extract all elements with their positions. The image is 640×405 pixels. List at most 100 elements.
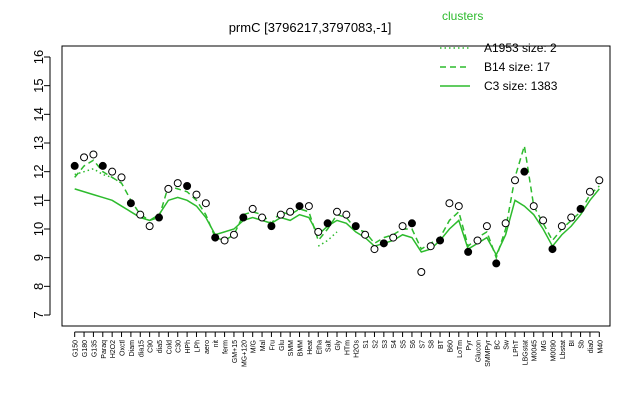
data-point — [445, 199, 454, 208]
x-tick-label: S8 — [429, 340, 436, 349]
x-tick-label: S1 — [363, 340, 370, 349]
data-point — [595, 176, 604, 185]
x-tick-label: G150 — [73, 340, 80, 357]
data-point — [258, 213, 267, 222]
x-tick-label: LPh — [194, 340, 201, 353]
x-tick-label: M/G — [251, 340, 258, 353]
data-point — [220, 236, 229, 245]
y-tick-label: 12 — [31, 164, 46, 178]
data-point — [295, 202, 304, 211]
data-point — [201, 199, 210, 208]
data-point — [304, 202, 313, 211]
x-tick-label: HTm — [344, 340, 351, 355]
x-tick-label: C30 — [176, 340, 183, 353]
data-point — [417, 268, 426, 276]
data-point — [98, 161, 107, 170]
data-point — [567, 213, 576, 222]
data-point — [379, 239, 388, 248]
data-point — [389, 233, 398, 242]
x-tick-label: SMMPyr — [485, 339, 492, 367]
x-tick-label: G180 — [82, 340, 89, 357]
x-tick-label: Diam — [129, 340, 136, 357]
data-point — [267, 222, 276, 231]
x-tick-label: HPh — [185, 340, 192, 354]
data-point — [473, 236, 482, 245]
x-tick-label: Cold — [166, 340, 173, 355]
data-point — [426, 242, 435, 251]
x-tick-label: LoTm — [457, 340, 464, 358]
data-point — [501, 219, 510, 228]
data-point — [398, 222, 407, 231]
x-tick-label: LBGstat — [522, 340, 529, 365]
data-point — [164, 184, 173, 193]
data-point — [511, 176, 519, 185]
data-point — [248, 204, 257, 213]
data-point — [126, 199, 135, 208]
x-tick-label: BC — [494, 340, 501, 350]
data-point — [482, 222, 491, 231]
x-tick-label: Mal — [260, 340, 267, 352]
x-tick-label: S5 — [401, 340, 408, 349]
y-tick-label: 9 — [31, 254, 46, 261]
data-point — [342, 210, 351, 219]
data-point — [557, 222, 566, 231]
legend-label: A1953 size: 2 — [484, 41, 557, 55]
data-point — [585, 187, 594, 196]
data-point — [117, 173, 126, 182]
x-tick-label: MG+120 — [241, 340, 248, 367]
x-tick-label: Gly — [335, 340, 342, 351]
legend-label: C3 size: 1383 — [484, 79, 558, 93]
x-tick-label: Glu — [279, 340, 286, 351]
data-point — [286, 207, 295, 216]
legend-label: B14 size: 17 — [484, 60, 550, 74]
data-point — [492, 259, 501, 268]
data-point — [80, 153, 89, 162]
data-point — [361, 230, 370, 239]
data-point — [464, 247, 473, 256]
x-tick-label: Sb — [579, 340, 586, 349]
x-tick-label: M40 — [597, 340, 604, 354]
data-point — [192, 190, 201, 199]
x-tick-label: S3 — [382, 340, 389, 349]
x-tick-label: Paraq — [101, 340, 108, 359]
y-tick-label: 8 — [31, 283, 46, 290]
y-tick-label: 15 — [31, 78, 46, 92]
x-tick-label: nit — [213, 340, 220, 347]
data-point — [145, 222, 154, 231]
data-point — [436, 236, 445, 245]
x-tick-label: Oxctl — [120, 340, 127, 356]
x-tick-label: Pyr — [466, 339, 473, 350]
x-tick-label: MG — [541, 340, 548, 351]
x-tick-label: C90 — [148, 340, 155, 353]
y-tick-label: 16 — [31, 50, 46, 64]
x-tick-label: BMM — [298, 340, 305, 357]
y-tick-label: 7 — [31, 311, 46, 318]
data-point — [529, 202, 538, 211]
data-point — [276, 210, 285, 219]
x-tick-label: Glucon — [476, 340, 483, 362]
legend-title: clusters — [442, 9, 483, 23]
data-point — [136, 210, 145, 219]
x-tick-label: Etha — [316, 340, 323, 355]
x-tick-label: Sw — [504, 339, 511, 350]
data-point — [370, 245, 379, 254]
x-tick-label: H2O2 — [110, 340, 117, 358]
x-tick-label: Fru — [269, 340, 276, 351]
data-point — [407, 219, 416, 228]
data-point — [108, 167, 117, 176]
data-point — [89, 150, 98, 159]
x-tick-label: GM+15 — [232, 340, 239, 363]
x-tick-label: SMM — [288, 340, 295, 357]
data-point — [520, 167, 529, 176]
data-point — [314, 227, 323, 236]
series-line — [74, 167, 338, 247]
data-point — [576, 204, 585, 213]
plot-frame — [61, 45, 611, 327]
x-tick-label: Salt — [326, 340, 333, 352]
series-line — [74, 188, 600, 257]
y-tick-label: 11 — [31, 194, 46, 208]
data-point — [548, 245, 557, 254]
x-tick-label: G135 — [91, 340, 98, 357]
x-tick-label: ferm — [223, 340, 230, 354]
